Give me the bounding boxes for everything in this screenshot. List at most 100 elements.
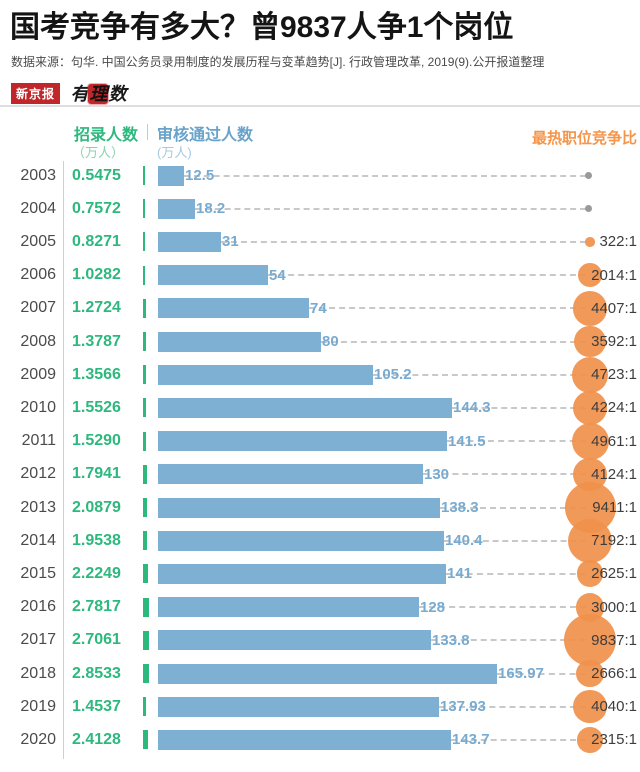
year-label: 2011 (21, 432, 56, 450)
approved-bar (158, 630, 431, 651)
chart-row-2018: 2018 2.8533 2666:1 165.97 (0, 657, 640, 690)
approved-value: 128 (420, 598, 446, 616)
ratio-value: 4407:1 (591, 299, 637, 317)
year-label: 2019 (20, 697, 56, 715)
axis-line (63, 161, 64, 759)
year-label: 2016 (20, 598, 56, 616)
ratio-bubble (578, 263, 602, 287)
year-label: 2009 (20, 365, 56, 383)
approved-bar (158, 696, 439, 717)
approved-bar (158, 729, 451, 750)
approved-value: 141.5 (448, 432, 486, 450)
leader-dash-line (439, 705, 586, 708)
year-label: 2014 (20, 531, 56, 549)
chart-row-2009: 2009 1.3566 4723:1 105.2 (0, 356, 640, 393)
recruit-value: 1.7941 (72, 465, 121, 483)
ratio-value: 2315:1 (591, 731, 637, 749)
no-data-dot (584, 172, 592, 180)
legend-approved-label: 审核通过人数 (157, 127, 254, 144)
recruit-value: 2.8533 (72, 664, 121, 682)
recruit-value: 2.4128 (72, 730, 121, 748)
chart-row-2019: 2019 1.4537 4040:1 137.93 (0, 690, 640, 724)
leader-dash-line (221, 240, 586, 243)
approved-value: 137.93 (440, 698, 486, 716)
recruit-value: 0.7572 (72, 199, 121, 217)
approved-value: 54 (269, 266, 286, 284)
approved-value: 138.3 (441, 499, 479, 517)
approved-bar (158, 331, 321, 352)
ratio-bubble (585, 237, 595, 247)
leader-dash-line (444, 539, 586, 542)
year-label: 2005 (20, 232, 56, 250)
leader-dash-line (373, 373, 586, 376)
recruit-mini-bar (143, 730, 148, 750)
recruit-value: 1.5526 (72, 398, 121, 416)
ratio-value: 3000:1 (591, 598, 637, 616)
recruit-value: 1.0282 (72, 266, 121, 284)
no-data-dot (584, 205, 592, 213)
data-source-note: 数据来源：句华. 中国公务员录用制度的发展历程与变革趋势[J]. 行政管理改革,… (11, 55, 545, 69)
year-label: 2015 (20, 564, 56, 582)
ratio-value: 4224:1 (591, 399, 637, 417)
recruit-value: 2.7061 (72, 631, 121, 649)
chart-row-2004: 2004 0.7572 18.2 (0, 192, 640, 225)
approved-bar (158, 497, 440, 518)
leader-dash-line (431, 639, 586, 642)
ratio-bubble (563, 614, 617, 667)
leader-dash-line (451, 738, 586, 741)
ratio-value: 4040:1 (591, 698, 637, 716)
leader-dash-line (419, 606, 586, 609)
approved-value: 12.5 (185, 167, 215, 185)
recruit-mini-bar (143, 232, 145, 252)
beijing-news-logo: 新京报 (11, 82, 61, 104)
chart-row-2008: 2008 1.3787 3592:1 80 (0, 325, 640, 358)
ratio-value: 322:1 (599, 233, 637, 251)
legend-recruit-unit: （万人） (72, 145, 125, 160)
youlishu-logo: 有理数 (70, 80, 126, 106)
legend-separator (147, 124, 148, 140)
recruit-value: 0.5475 (72, 166, 121, 184)
recruit-mini-bar (143, 166, 145, 186)
recruit-value: 0.8271 (72, 232, 121, 250)
recruit-mini-bar (143, 664, 149, 684)
approved-value: 144.3 (453, 399, 491, 417)
youlishu-logo-char: 数 (108, 84, 127, 104)
approved-value: 18.2 (196, 200, 226, 218)
year-label: 2003 (20, 166, 56, 184)
recruit-value: 2.2249 (72, 564, 121, 582)
chart-row-2014: 2014 1.9538 7192:1 140.4 (0, 518, 640, 564)
year-label: 2020 (20, 730, 56, 748)
ratio-value: 9411:1 (592, 499, 637, 517)
recruit-mini-bar (143, 630, 149, 650)
chart-row-2005: 2005 0.8271 322:1 31 (0, 225, 640, 258)
approved-bar (158, 397, 452, 418)
approved-value: 141 (447, 565, 473, 583)
recruit-mini-bar (143, 398, 146, 418)
approved-bar (158, 530, 444, 551)
recruit-mini-bar (143, 697, 146, 717)
page-title: 国考竞争有多大？曾9837人争1个岗位 (10, 11, 514, 44)
leader-dash-line (497, 672, 586, 675)
approved-bar (158, 464, 423, 485)
leader-dash-line (195, 207, 586, 210)
year-label: 2017 (20, 631, 56, 649)
ratio-value: 4124:1 (591, 465, 637, 483)
leader-dash-line (447, 440, 586, 443)
chart-row-2003: 2003 0.5475 12.5 (0, 159, 640, 192)
chart-row-2017: 2017 2.7061 9837:1 133.8 (0, 614, 640, 667)
ratio-bubble (574, 325, 606, 358)
recruit-mini-bar (143, 265, 145, 285)
ratio-bubble (571, 422, 609, 460)
chart-row-2011: 2011 1.5290 4961:1 141.5 (0, 422, 640, 460)
chart-row-2012: 2012 1.7941 4124:1 130 (0, 457, 640, 492)
leader-dash-line (452, 406, 586, 409)
ratio-bubble (573, 690, 607, 724)
leader-dash-line (321, 340, 586, 343)
ratio-bubble (571, 356, 608, 393)
year-label: 2012 (20, 465, 56, 483)
recruit-mini-bar (143, 597, 149, 617)
ratio-bubble (576, 660, 604, 688)
chart-row-2006: 2006 1.0282 2014:1 54 (0, 259, 640, 292)
ratio-value: 2014:1 (591, 266, 637, 284)
